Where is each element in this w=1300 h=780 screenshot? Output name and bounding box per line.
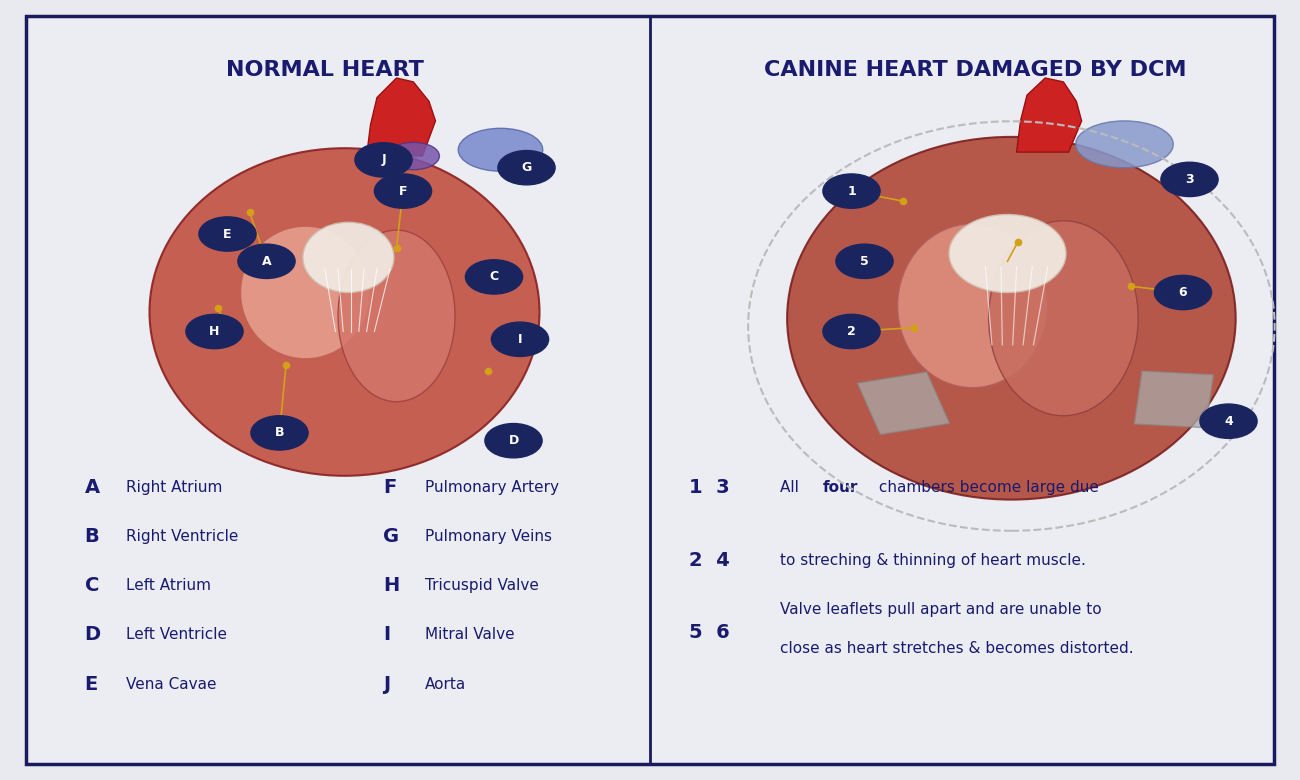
Ellipse shape: [897, 224, 1048, 388]
Ellipse shape: [988, 221, 1139, 416]
Ellipse shape: [949, 215, 1066, 292]
Ellipse shape: [303, 222, 394, 292]
Text: A: A: [84, 478, 100, 497]
FancyBboxPatch shape: [26, 16, 1274, 764]
Text: NORMAL HEART: NORMAL HEART: [226, 60, 424, 80]
Text: B: B: [84, 527, 99, 546]
Ellipse shape: [150, 148, 540, 476]
Circle shape: [823, 314, 880, 349]
Text: close as heart stretches & becomes distorted.: close as heart stretches & becomes disto…: [780, 640, 1134, 656]
Text: F: F: [384, 478, 396, 497]
Text: F: F: [399, 185, 407, 197]
Text: E: E: [84, 675, 98, 693]
Ellipse shape: [240, 226, 370, 359]
Circle shape: [1154, 275, 1212, 310]
Text: chambers become large due: chambers become large due: [874, 480, 1098, 495]
Circle shape: [491, 322, 549, 356]
Text: Pulmonary Artery: Pulmonary Artery: [425, 480, 559, 495]
Circle shape: [238, 244, 295, 278]
Polygon shape: [367, 78, 436, 156]
Circle shape: [186, 314, 243, 349]
Text: G: G: [384, 527, 399, 546]
Text: 2  4: 2 4: [689, 551, 729, 569]
Circle shape: [836, 244, 893, 278]
Text: I: I: [517, 333, 523, 346]
Polygon shape: [1017, 78, 1082, 152]
Text: I: I: [384, 626, 390, 644]
Text: C: C: [84, 576, 99, 595]
Text: 1  3: 1 3: [689, 478, 729, 497]
Text: 6: 6: [1179, 286, 1187, 299]
Text: four: four: [823, 480, 858, 495]
Text: D: D: [84, 626, 100, 644]
Text: H: H: [209, 325, 220, 338]
Ellipse shape: [458, 128, 543, 172]
Circle shape: [374, 174, 432, 208]
Text: Left Ventricle: Left Ventricle: [126, 627, 228, 643]
Text: to streching & thinning of heart muscle.: to streching & thinning of heart muscle.: [780, 552, 1086, 568]
Text: A: A: [261, 255, 272, 268]
Text: Vena Cavae: Vena Cavae: [126, 676, 217, 692]
Text: CANINE HEART DAMAGED BY DCM: CANINE HEART DAMAGED BY DCM: [764, 60, 1186, 80]
Text: 2: 2: [848, 325, 855, 338]
Circle shape: [355, 143, 412, 177]
Polygon shape: [858, 372, 949, 434]
Text: B: B: [274, 427, 285, 439]
Text: Aorta: Aorta: [425, 676, 467, 692]
Text: E: E: [224, 228, 231, 240]
Text: 3: 3: [1186, 173, 1193, 186]
Text: Mitral Valve: Mitral Valve: [425, 627, 515, 643]
Circle shape: [251, 416, 308, 450]
Polygon shape: [1135, 371, 1213, 427]
Circle shape: [465, 260, 523, 294]
Text: J: J: [381, 154, 386, 166]
Text: Left Atrium: Left Atrium: [126, 578, 211, 594]
Text: D: D: [508, 434, 519, 447]
Text: H: H: [384, 576, 400, 595]
Circle shape: [823, 174, 880, 208]
Ellipse shape: [786, 137, 1235, 500]
Text: 5: 5: [861, 255, 868, 268]
Circle shape: [498, 151, 555, 185]
Text: 5  6: 5 6: [689, 623, 729, 642]
Text: Valve leaflets pull apart and are unable to: Valve leaflets pull apart and are unable…: [780, 601, 1101, 617]
Text: Pulmonary Veins: Pulmonary Veins: [425, 529, 552, 544]
Ellipse shape: [338, 230, 455, 402]
Circle shape: [1200, 404, 1257, 438]
Ellipse shape: [1076, 121, 1173, 168]
Ellipse shape: [387, 142, 439, 170]
Text: Right Atrium: Right Atrium: [126, 480, 222, 495]
Text: C: C: [489, 271, 499, 283]
Text: Right Ventricle: Right Ventricle: [126, 529, 238, 544]
Text: 4: 4: [1225, 415, 1232, 427]
Text: 1: 1: [848, 185, 855, 197]
Circle shape: [1161, 162, 1218, 197]
Circle shape: [199, 217, 256, 251]
Text: Tricuspid Valve: Tricuspid Valve: [425, 578, 540, 594]
Circle shape: [485, 424, 542, 458]
Text: J: J: [384, 675, 390, 693]
Text: G: G: [521, 161, 532, 174]
Text: All: All: [780, 480, 803, 495]
